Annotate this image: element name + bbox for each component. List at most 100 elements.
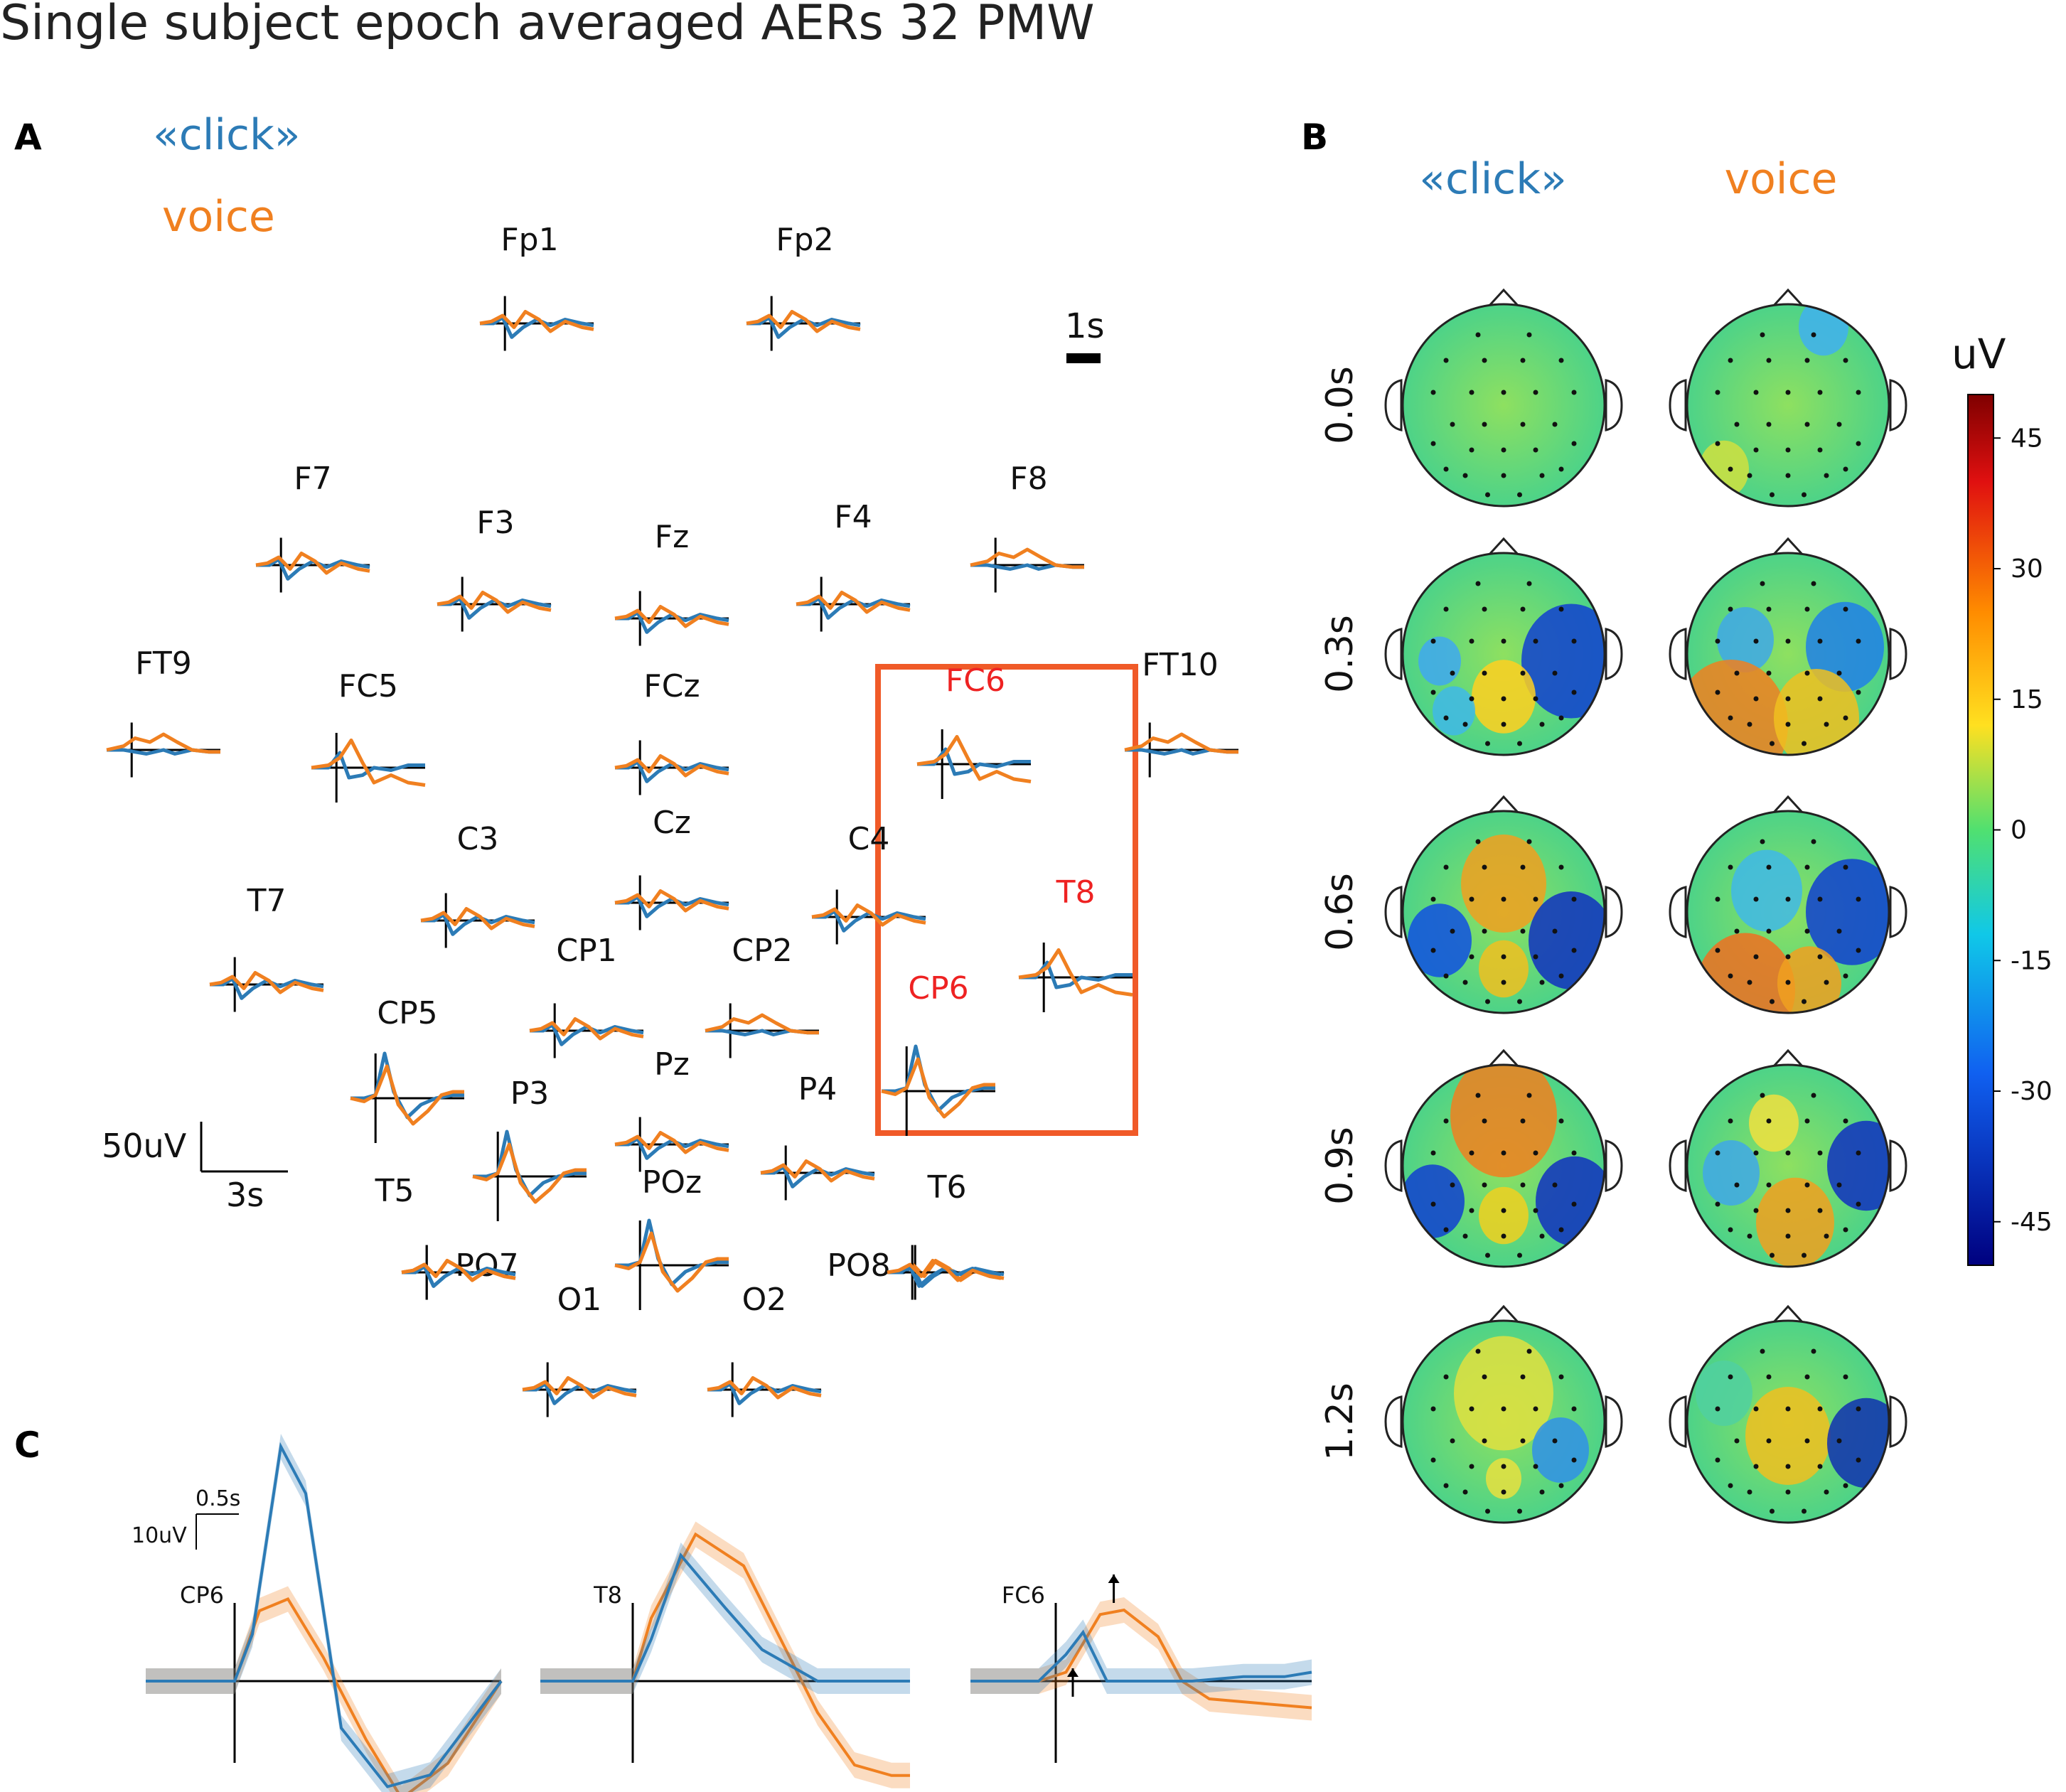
sensor-dot bbox=[1856, 441, 1861, 446]
sensor-dot bbox=[1526, 1348, 1532, 1354]
sensor-dot bbox=[1462, 473, 1468, 478]
sensor-dot bbox=[1766, 358, 1772, 363]
legend-voice: voice bbox=[162, 192, 275, 242]
electrode-cp2: CP2 bbox=[705, 933, 819, 1058]
electrode-poz: POz bbox=[614, 1164, 729, 1310]
sensor-dot bbox=[1728, 466, 1733, 472]
right-ear bbox=[1889, 1139, 1907, 1192]
sensor-dot bbox=[1443, 1118, 1449, 1124]
sensor-dot bbox=[1785, 1406, 1791, 1412]
sensor-dot bbox=[1747, 473, 1752, 478]
sensor-dot bbox=[1766, 1182, 1772, 1188]
sensor-dot bbox=[1520, 422, 1526, 427]
sensor-dot bbox=[1804, 1374, 1810, 1380]
sensor-dot bbox=[1715, 441, 1720, 446]
electrode-label: Cz bbox=[653, 805, 691, 841]
sensor-dot bbox=[1571, 1201, 1577, 1207]
topomaps: 0.0s 0.3s 0.6s 0.9s 1.2s bbox=[1319, 288, 1907, 1524]
potential-blob bbox=[1536, 1156, 1605, 1247]
sensor-dot bbox=[1485, 1508, 1490, 1514]
sensor-dot bbox=[1728, 606, 1733, 612]
sensor-dot bbox=[1475, 581, 1481, 586]
voice-trace-ci bbox=[540, 1521, 910, 1788]
voice-trace bbox=[970, 1608, 1312, 1710]
sensor-dot bbox=[1571, 441, 1577, 446]
sensor-dot bbox=[1533, 447, 1538, 453]
click-trace bbox=[615, 1137, 729, 1160]
head-outline bbox=[1686, 1063, 1890, 1268]
right-ear bbox=[1889, 1395, 1907, 1448]
electrode-p3: P3 bbox=[472, 1075, 587, 1221]
figure-title: Single subject epoch averaged AERs 32 PM… bbox=[0, 0, 1094, 51]
colorbar-tick-label: 0 bbox=[2011, 816, 2027, 845]
topomap-voice-0 bbox=[1669, 288, 1907, 508]
amp-scale-label: 50uV bbox=[102, 1127, 187, 1165]
click-trace bbox=[812, 909, 926, 933]
click-trace bbox=[707, 1382, 822, 1405]
potential-blob bbox=[1717, 607, 1774, 672]
click-trace bbox=[473, 1130, 587, 1198]
sensor-dot bbox=[1770, 999, 1775, 1004]
sensor-dot bbox=[1533, 1150, 1538, 1156]
panel-c-scale: 0.5s 10uV bbox=[132, 1486, 240, 1550]
potential-blob bbox=[1777, 946, 1841, 1013]
sensor-dot bbox=[1747, 1489, 1752, 1495]
voice-trace bbox=[614, 889, 729, 913]
electrode-t7: T7 bbox=[209, 883, 324, 1012]
voice-trace bbox=[614, 754, 729, 778]
sensor-dot bbox=[1856, 1150, 1861, 1156]
electrode-cp1: CP1 bbox=[529, 933, 644, 1058]
potential-blob bbox=[1479, 940, 1529, 998]
electrode-label: F4 bbox=[834, 499, 872, 535]
sensor-dot bbox=[1734, 422, 1740, 427]
time-scale-label: 1s bbox=[1065, 306, 1105, 346]
sensor-dot bbox=[1475, 332, 1481, 338]
click-trace bbox=[746, 316, 861, 339]
head-outline bbox=[1401, 552, 1606, 756]
sensor-dot bbox=[1482, 928, 1487, 934]
sensor-dot bbox=[1715, 1457, 1720, 1463]
sensor-dot bbox=[1558, 715, 1564, 721]
sensor-dot bbox=[1785, 390, 1791, 395]
sensor-dot bbox=[1843, 864, 1848, 870]
potential-blob bbox=[1687, 660, 1788, 755]
topomap-voice-4 bbox=[1669, 1304, 1907, 1524]
sensor-dot bbox=[1760, 1348, 1765, 1354]
click-trace bbox=[146, 1442, 503, 1788]
sensor-dot bbox=[1856, 1457, 1861, 1463]
sensor-dot bbox=[1753, 896, 1759, 902]
sensor-dot bbox=[1802, 999, 1807, 1004]
sensor-dot bbox=[1501, 447, 1506, 453]
sensor-dot bbox=[1843, 466, 1848, 472]
sensor-dot bbox=[1443, 606, 1449, 612]
sensor-dot bbox=[1824, 980, 1829, 985]
voice-trace bbox=[255, 552, 370, 575]
sensor-dot bbox=[1836, 422, 1842, 427]
sensor-dot bbox=[1728, 1374, 1733, 1380]
click-trace bbox=[761, 1165, 875, 1189]
click-trace bbox=[523, 1382, 637, 1405]
sensor-dot bbox=[1734, 670, 1740, 676]
sensor-dot bbox=[1785, 721, 1791, 727]
sensor-dot bbox=[1539, 721, 1545, 727]
click-trace bbox=[256, 557, 370, 581]
electrode-label: Fp2 bbox=[776, 222, 833, 258]
click-trace bbox=[615, 760, 729, 783]
sensor-dot bbox=[1817, 1150, 1823, 1156]
topomap-click-0 bbox=[1384, 288, 1623, 508]
sensor-dot bbox=[1430, 948, 1436, 953]
sensor-dot bbox=[1817, 1208, 1823, 1213]
sensor-dot bbox=[1760, 581, 1765, 586]
sensor-dot bbox=[1817, 696, 1823, 702]
col-header-click: «click» bbox=[1419, 154, 1566, 204]
sensor-dot bbox=[1836, 1438, 1842, 1444]
nose bbox=[1487, 288, 1521, 308]
sensor-dot bbox=[1843, 715, 1848, 721]
electrode-cz: Cz bbox=[614, 805, 729, 930]
potential-blob bbox=[1806, 601, 1884, 692]
sensor-dot bbox=[1753, 1406, 1759, 1412]
sensor-dot bbox=[1552, 670, 1558, 676]
colorbar-gradient bbox=[1967, 394, 1994, 1266]
sensor-dot bbox=[1558, 1374, 1564, 1380]
click-trace bbox=[615, 611, 729, 634]
